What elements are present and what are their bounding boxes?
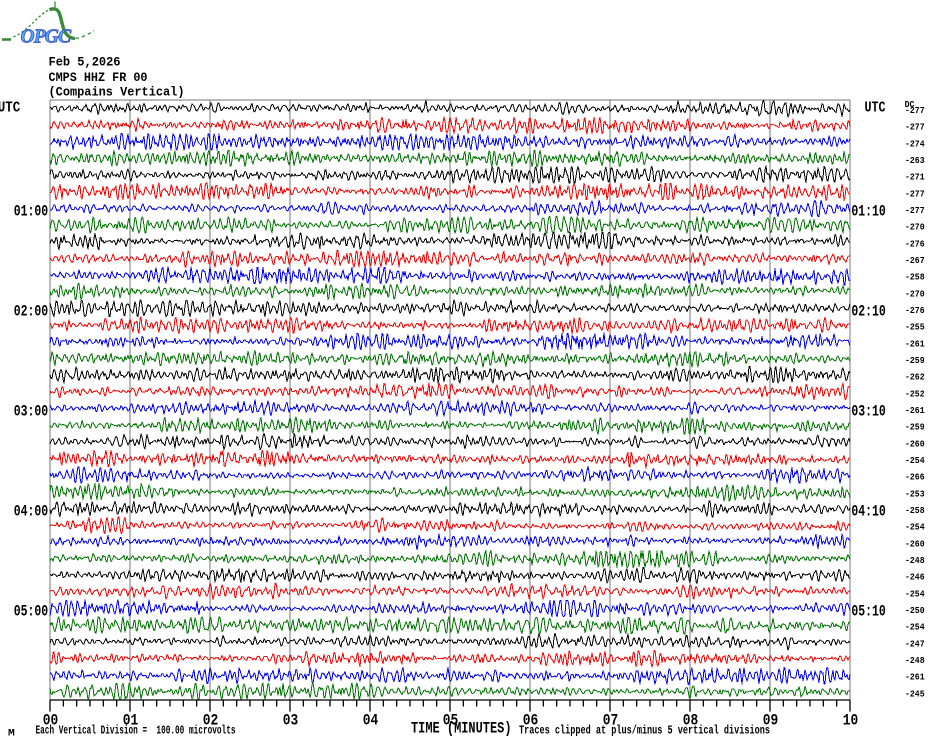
svg-text:-254: -254 — [905, 523, 925, 533]
svg-text:03:10: 03:10 — [851, 403, 885, 421]
svg-text:-254: -254 — [905, 623, 925, 633]
svg-text:-270: -270 — [905, 289, 925, 299]
svg-text:Traces clipped at plus/minus 5: Traces clipped at plus/minus 5 vertical … — [519, 724, 770, 738]
svg-text:-261: -261 — [905, 673, 925, 683]
svg-text:-258: -258 — [905, 273, 925, 283]
svg-text:-262: -262 — [905, 373, 925, 383]
svg-text:01: 01 — [123, 711, 139, 729]
svg-text:-247: -247 — [905, 639, 925, 649]
svg-text:-267: -267 — [905, 256, 925, 266]
svg-text:OPGC: OPGC — [21, 27, 73, 48]
svg-text:-277: -277 — [905, 189, 925, 199]
svg-text:-259: -259 — [905, 423, 925, 433]
svg-text:TIME (MINUTES): TIME (MINUTES) — [411, 719, 512, 737]
svg-text:(Compains Vertical): (Compains Vertical) — [49, 84, 185, 99]
svg-text:01:00: 01:00 — [14, 203, 49, 221]
svg-text:UTC: UTC — [0, 100, 20, 117]
svg-text:05:00: 05:00 — [14, 603, 49, 621]
svg-text:Feb 5,2026: Feb 5,2026 — [49, 55, 121, 70]
svg-text:-261: -261 — [905, 339, 925, 349]
svg-text:-246: -246 — [905, 573, 925, 583]
svg-text:-248: -248 — [905, 556, 925, 566]
svg-text:-245: -245 — [905, 689, 925, 699]
svg-text:-248: -248 — [905, 656, 925, 666]
svg-text:-276: -276 — [905, 239, 925, 249]
svg-text:-277: -277 — [905, 206, 925, 216]
svg-text:-263: -263 — [905, 156, 925, 166]
svg-text:UTC: UTC — [865, 99, 886, 116]
svg-text:10: 10 — [843, 711, 859, 729]
svg-text:-254: -254 — [905, 589, 925, 599]
svg-text:Each Vertical Division = 100.: Each Vertical Division = 100.00 microvol… — [36, 724, 236, 738]
svg-text:-260: -260 — [905, 439, 925, 449]
svg-text:02:10: 02:10 — [851, 303, 885, 321]
svg-text:-254: -254 — [905, 456, 925, 466]
svg-text:05: 05 — [443, 711, 459, 729]
svg-text:03: 03 — [283, 711, 299, 729]
svg-text:07: 07 — [603, 711, 619, 729]
svg-text:00: 00 — [43, 711, 59, 729]
svg-text:-274: -274 — [905, 139, 925, 149]
svg-text:-270: -270 — [905, 223, 925, 233]
svg-text:02: 02 — [203, 711, 219, 729]
svg-text:-266: -266 — [905, 473, 925, 483]
svg-text:-250: -250 — [905, 606, 925, 616]
svg-text:-258: -258 — [905, 506, 925, 516]
svg-text:03:00: 03:00 — [14, 403, 49, 421]
svg-text:04:10: 04:10 — [851, 503, 885, 521]
svg-text:-253: -253 — [905, 489, 925, 499]
svg-text:04: 04 — [363, 711, 379, 729]
svg-text:01:10: 01:10 — [851, 203, 885, 221]
svg-text:02:00: 02:00 — [14, 303, 49, 321]
svg-text:-252: -252 — [905, 389, 925, 399]
svg-text:DC: DC — [905, 99, 915, 110]
svg-text:-259: -259 — [905, 356, 925, 366]
svg-text:-277: -277 — [905, 106, 925, 116]
svg-text:04:00: 04:00 — [14, 503, 49, 521]
svg-text:08: 08 — [683, 711, 699, 729]
svg-text:-260: -260 — [905, 539, 925, 549]
svg-text:-277: -277 — [905, 123, 925, 133]
svg-text:-276: -276 — [905, 306, 925, 316]
svg-text:M: M — [8, 729, 15, 740]
svg-text:-271: -271 — [905, 173, 925, 183]
svg-text:-255: -255 — [905, 323, 925, 333]
svg-text:CMPS HHZ FR 00: CMPS HHZ FR 00 — [49, 70, 148, 85]
svg-text:05:10: 05:10 — [851, 603, 885, 621]
svg-text:-261: -261 — [905, 406, 925, 416]
svg-text:09: 09 — [763, 711, 779, 729]
svg-text:06: 06 — [523, 711, 539, 729]
